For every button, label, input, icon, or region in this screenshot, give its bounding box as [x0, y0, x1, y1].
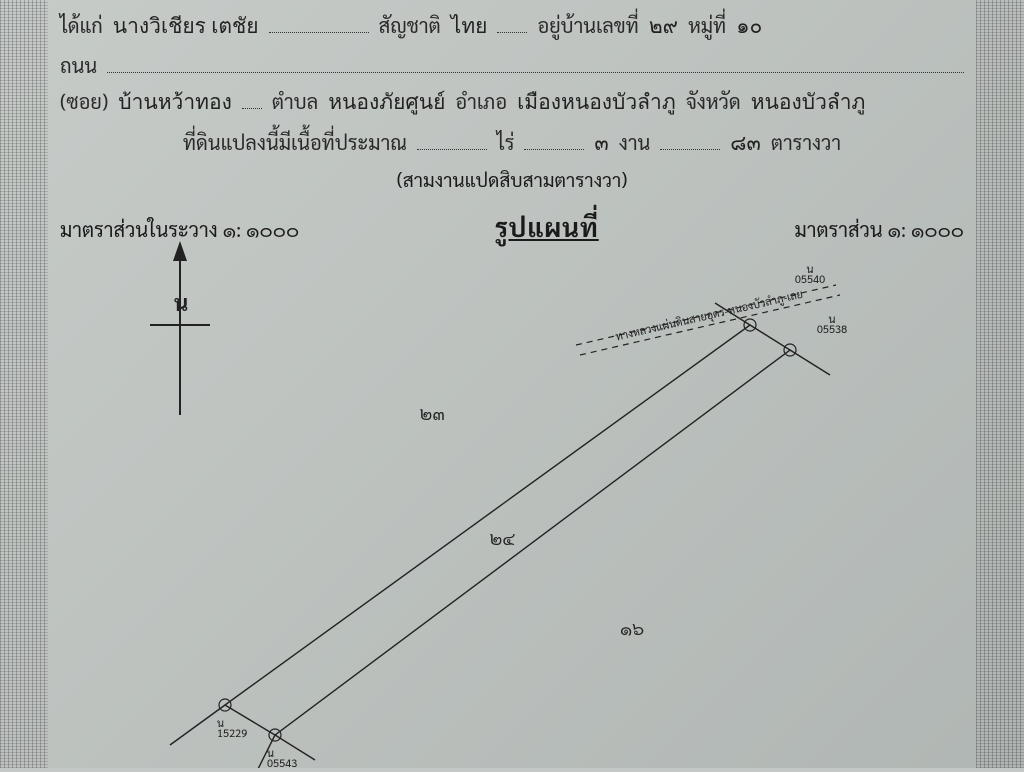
- label-nationality: สัญชาติ: [379, 12, 441, 38]
- row-area: ที่ดินแปลงนี้มีเนื้อที่ประมาณ ไร่ ๓ งาน …: [60, 127, 964, 160]
- blank-road: [107, 51, 964, 73]
- label-house-no: อยู่บ้านเลขที่: [537, 12, 638, 38]
- value-given-to: นางวิเชียร เตชัย: [113, 10, 259, 43]
- blank: [497, 11, 527, 33]
- value-province: หนองบัวลำภู: [751, 86, 866, 119]
- label-rai: ไร่: [497, 129, 514, 155]
- label-wa: ตารางวา: [771, 129, 841, 155]
- svg-text:15229: 15229: [217, 725, 247, 740]
- svg-text:๒๔: ๒๔: [490, 527, 515, 550]
- label-province: จังหวัด: [686, 88, 741, 114]
- row-address: (ซอย) บ้านหว้าทอง ตำบล หนองภัยศูนย์ อำเภ…: [60, 86, 964, 119]
- page: ได้แก่ นางวิเชียร เตชัย สัญชาติ ไทย อยู่…: [0, 0, 1024, 768]
- blank: [660, 128, 720, 150]
- label-soi: (ซอย): [60, 88, 108, 114]
- area-words: (สามงานแปดสิบสามตารางวา): [60, 168, 964, 192]
- blank: [269, 11, 369, 33]
- svg-text:น: น: [174, 289, 188, 317]
- label-given-to: ได้แก่: [60, 12, 103, 38]
- value-ngan: ๓: [594, 127, 608, 160]
- value-tambon: หนองภัยศูนย์: [328, 86, 445, 119]
- value-house-no: ๒๙: [649, 10, 678, 43]
- row-owner: ได้แก่ นางวิเชียร เตชัย สัญชาติ ไทย อยู่…: [60, 10, 964, 43]
- security-border-left: [0, 0, 48, 768]
- label-area-prefix: ที่ดินแปลงนี้มีเนื้อที่ประมาณ: [183, 129, 407, 155]
- svg-text:๑๖: ๑๖: [620, 617, 644, 640]
- label-tambon: ตำบล: [272, 88, 318, 114]
- blank: [242, 87, 262, 109]
- svg-text:05538: 05538: [817, 321, 847, 336]
- value-soi: บ้านหว้าทอง: [118, 86, 232, 119]
- label-ngan: งาน: [619, 129, 651, 155]
- svg-text:ทางหลวงแผ่นดินสายอุดร-หนองบัวล: ทางหลวงแผ่นดินสายอุดร-หนองบัวลำภู-เลย: [614, 286, 805, 346]
- value-amphoe: เมืองหนองบัวลำภู: [517, 86, 676, 119]
- value-nationality: ไทย: [451, 10, 488, 43]
- map-diagram: นทางหลวงแผ่นดินสายอุดร-หนองบัวลำภู-เลยน1…: [60, 235, 964, 768]
- label-road: ถนน: [60, 52, 97, 78]
- svg-text:05543: 05543: [267, 755, 297, 768]
- label-amphoe: อำเภอ: [455, 88, 507, 114]
- blank: [524, 128, 584, 150]
- svg-text:05540: 05540: [795, 271, 825, 286]
- label-moo: หมู่ที่: [688, 12, 726, 38]
- value-wa: ๘๓: [730, 127, 761, 160]
- security-border-right: [976, 0, 1024, 768]
- svg-text:๒๕: ๒๕: [168, 762, 193, 768]
- svg-text:๒๓: ๒๓: [420, 402, 445, 425]
- blank: [417, 128, 487, 150]
- value-moo: ๑๐: [736, 10, 762, 43]
- row-road: ถนน: [60, 51, 964, 78]
- plot-svg: นทางหลวงแผ่นดินสายอุดร-หนองบัวลำภู-เลยน1…: [60, 235, 964, 768]
